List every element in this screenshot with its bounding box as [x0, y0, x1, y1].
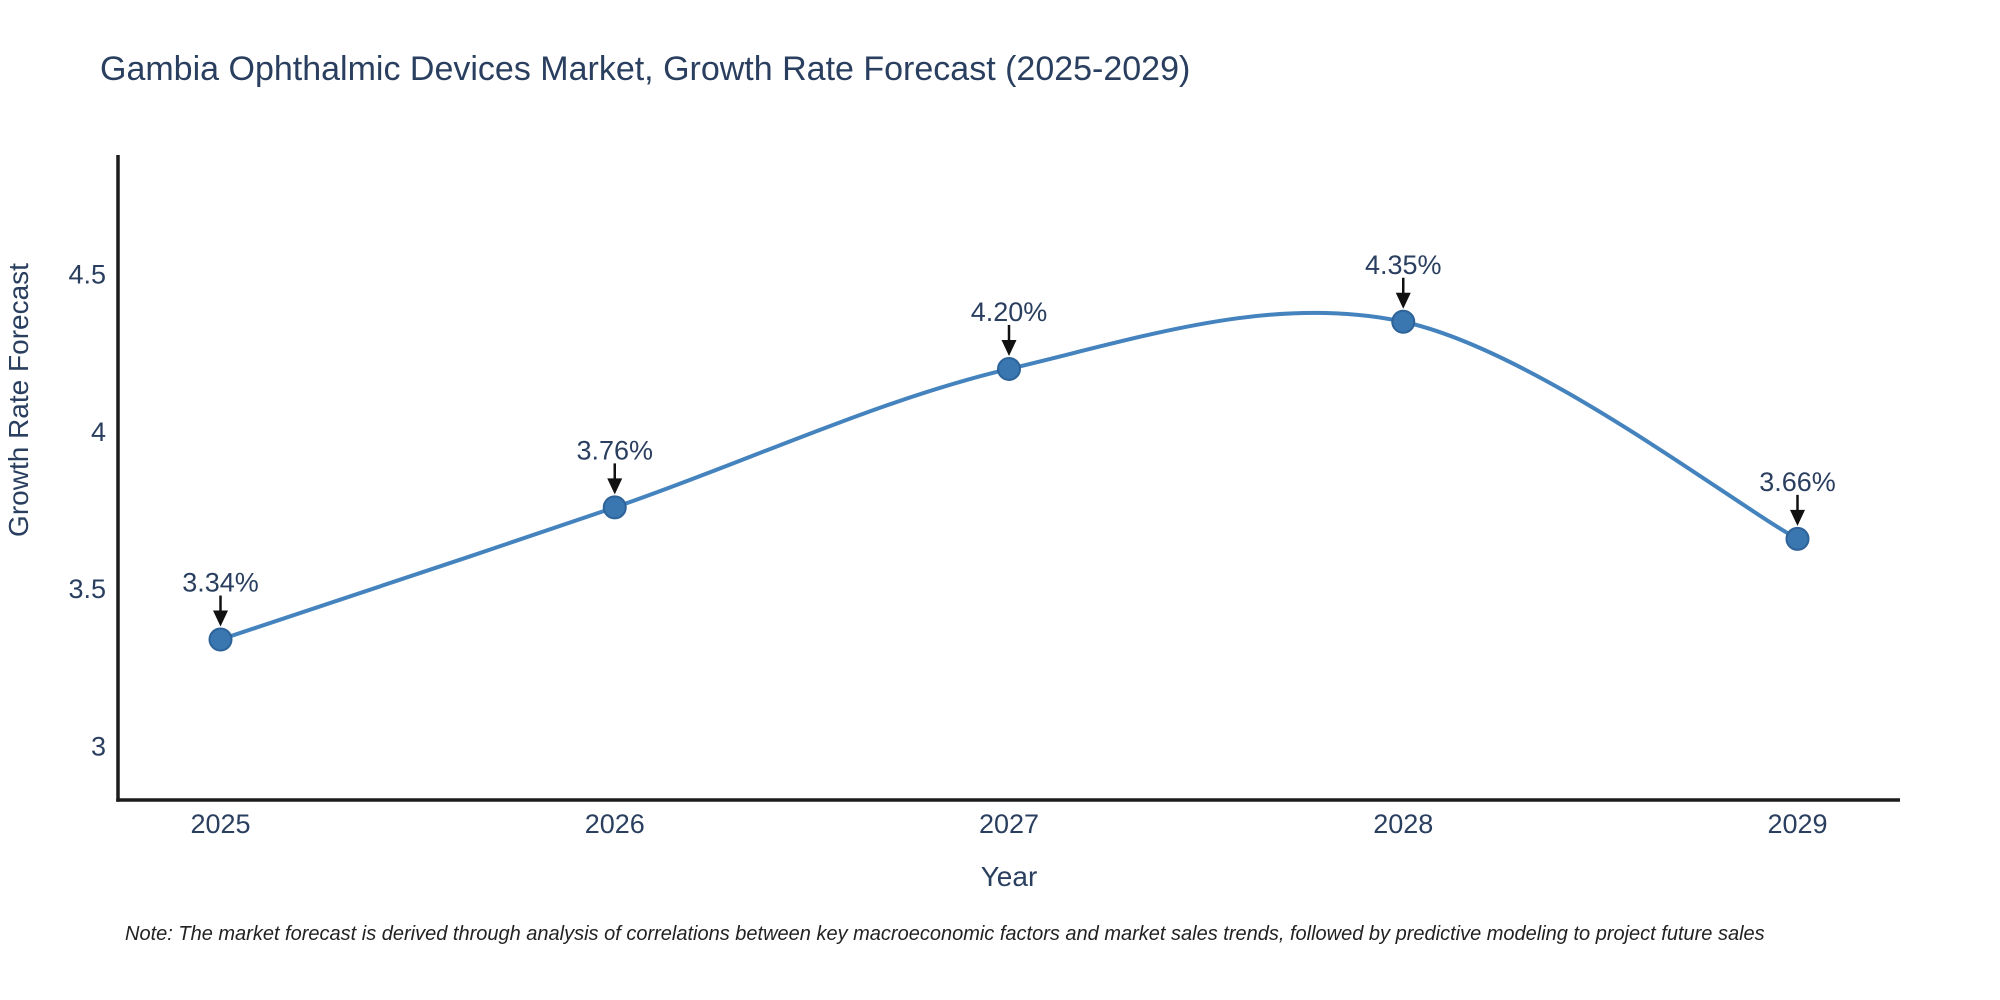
- point-label: 3.76%: [576, 435, 653, 465]
- annotations-layer: 3.34% 3.76% 4.20% 4.35% 3.66%: [182, 250, 1836, 627]
- data-point-marker: [997, 356, 1021, 381]
- point-annotation: 4.35%: [1365, 250, 1442, 309]
- data-point-marker: [1391, 309, 1416, 334]
- y-tick-label: 4: [91, 417, 106, 447]
- y-tick-label: 3.5: [68, 574, 106, 604]
- footnote: Note: The market forecast is derived thr…: [125, 923, 1765, 945]
- point-label: 3.34%: [182, 568, 259, 598]
- chart-title: Gambia Ophthalmic Devices Market, Growth…: [100, 50, 1190, 88]
- point-annotation: 3.34%: [182, 568, 259, 627]
- y-tick-label: 4.5: [68, 260, 106, 290]
- annotation-arrowhead-icon: [213, 610, 229, 627]
- point-label: 3.66%: [1759, 467, 1836, 497]
- data-point-marker: [208, 627, 233, 652]
- axes-layer: [116, 155, 1900, 802]
- point-label: 4.20%: [971, 297, 1048, 327]
- point-annotation: 4.20%: [971, 297, 1048, 356]
- annotation-arrowhead-icon: [1001, 339, 1017, 356]
- x-tick-label: 2029: [1767, 809, 1827, 839]
- series-layer: [208, 309, 1810, 652]
- point-annotation: 3.66%: [1759, 467, 1836, 526]
- y-axis-title: Growth Rate Forecast: [3, 263, 34, 537]
- point-annotation: 3.76%: [576, 435, 653, 495]
- data-point-marker: [1785, 526, 1810, 551]
- ticks-layer: 2025 2026 2027 2028 2029 3 3.5 4 4.5: [68, 260, 1827, 839]
- x-tick-label: 2026: [585, 809, 645, 839]
- annotation-arrowhead-icon: [1395, 292, 1411, 309]
- x-tick-label: 2025: [190, 809, 250, 839]
- x-tick-label: 2027: [979, 809, 1039, 839]
- data-point-marker: [602, 495, 627, 520]
- annotation-arrowhead-icon: [1789, 509, 1805, 526]
- y-tick-label: 3: [91, 732, 106, 762]
- point-label: 4.35%: [1365, 250, 1442, 280]
- x-axis-title: Year: [981, 861, 1038, 892]
- x-tick-label: 2028: [1373, 809, 1433, 839]
- annotation-arrowhead-icon: [607, 478, 623, 495]
